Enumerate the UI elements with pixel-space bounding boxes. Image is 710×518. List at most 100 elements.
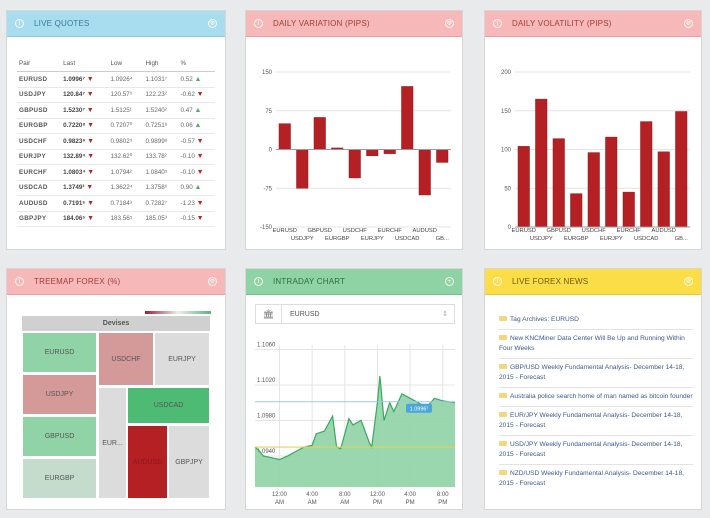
high-price: 122.23² [143,87,179,103]
bar-EURJPY[interactable] [605,136,618,228]
info-icon[interactable]: i [254,19,263,28]
treemap-cell[interactable]: USDCAD [127,387,210,424]
quote-row[interactable]: AUDUSD 0.7191⁶ ▼ 0.7184³ 0.7282⁷ -1.23 ▼ [17,195,215,212]
last-price: 1.0803⁴ ▼ [61,164,109,181]
column-header[interactable]: High [143,57,179,72]
high-price: 0.7282⁷ [143,195,179,212]
bar-EURUSD[interactable] [517,146,530,228]
x-tick-label: EURUSD [273,228,297,234]
info-icon[interactable]: i [15,277,24,286]
quote-row[interactable]: GBPUSD 1.5230⁷ ▼ 1.5125¹ 1.5240² 0.47 ▲ [17,102,215,119]
bar-EURJPY[interactable] [366,149,379,156]
last-value: 132.89⁴ [63,153,86,161]
news-item[interactable]: Tag Archives: EURUSD [499,311,693,330]
x-tick-label: EURJPY [361,236,384,242]
quote-row[interactable]: USDCAD 1.3749³ ▼ 1.3622⁴ 1.3758⁶ 0.90 ▲ [17,180,215,196]
bar-EURCHF[interactable] [622,191,635,228]
bar-EURCHF[interactable] [383,149,396,154]
live-quotes-panel: i LIVE QUOTES ⚙ Pair Last Low High% EURUSD 1.0… [6,10,226,250]
news-link[interactable]: Australia police search home of man name… [510,393,693,400]
quote-row[interactable]: EURJPY 132.89⁴ ▼ 132.62⁰ 133.78² -0.10 ▼ [17,149,215,165]
column-header[interactable]: Low [108,57,144,72]
column-header[interactable]: Pair [17,57,62,72]
bar-USDCAD[interactable] [640,121,653,228]
panel-title: TREEMAP FOREX (%) [34,277,121,286]
bar-GBPUSD[interactable] [313,117,326,150]
folder-icon [499,364,507,369]
news-link[interactable]: Tag Archives: EURUSD [510,316,579,323]
panel-title: LIVE QUOTES [34,19,90,28]
quote-row[interactable]: EURGBP 0.7220⁸ ▼ 0.7207⁰ 0.7251⁸ 0.06 ▲ [17,118,215,134]
settings-icon[interactable]: ⚙ [208,277,217,286]
info-icon[interactable]: i [254,277,263,286]
symbol-select[interactable]: 🏛 EURUSD ⇕ [255,304,455,324]
news-item[interactable]: Australia police search home of man name… [499,388,693,407]
info-icon[interactable]: i [15,19,24,28]
arrow-down-icon: ▼ [196,215,204,223]
treemap-cell[interactable]: EUR... [98,387,127,499]
pair: EURCHF [17,164,62,181]
pair: EURJPY [17,149,62,165]
quote-row[interactable]: EURUSD 1.0996⁷ ▼ 1.0926⁴ 1.1031⁷ 0.52 ▲ [17,71,215,88]
settings-icon[interactable]: ⚙ [445,19,454,28]
x-tick-label: AM [308,500,317,506]
settings-icon[interactable]: ⚙ [684,19,693,28]
bar-USDCHF[interactable] [587,152,600,228]
bar-GB...[interactable] [436,149,449,163]
treemap-cell[interactable]: USDCHF [98,332,154,386]
bar-AUDUSD[interactable] [657,151,670,228]
pair: EURGBP [17,118,62,134]
column-header[interactable]: Last [61,57,109,72]
bar-AUDUSD[interactable] [418,149,431,196]
quote-row[interactable]: USDJPY 120.84⁷ ▼ 120.57⁹ 122.23² -0.62 ▼ [17,87,215,103]
info-icon[interactable]: i [493,19,502,28]
high-price: 0.7251⁸ [143,118,179,134]
quote-row[interactable]: EURCHF 1.0803⁴ ▼ 1.0794² 1.0840⁵ -0.10 ▼ [17,164,215,181]
bar-USDJPY[interactable] [535,98,548,228]
bar-EURUSD[interactable] [278,123,291,150]
column-header[interactable]: % [178,57,215,72]
bar-GBPUSD[interactable] [552,138,565,228]
info-icon[interactable]: i [493,277,502,286]
news-link[interactable]: EUR/JPY Weekly Fundamental Analysis- Dec… [499,412,683,429]
news-list: Tag Archives: EURUSD New KNCMiner Data Ce… [485,295,701,493]
news-item[interactable]: GBP/USD Weekly Fundamental Analysis- Dec… [499,359,693,388]
bar-USDCAD[interactable] [401,86,414,150]
add-icon[interactable]: + [445,277,454,286]
arrow-up-icon: ▲ [194,184,202,192]
bar-USDCHF[interactable] [348,149,361,179]
news-link[interactable]: USD/JPY Weekly Fundamental Analysis- Dec… [499,441,683,458]
x-tick-label: USDCAD [395,236,419,242]
settings-icon[interactable]: ⚙ [684,277,693,286]
x-tick-label: 12:00 [370,492,386,498]
low-price: 0.7207⁰ [108,118,144,134]
arrow-down-icon: ▼ [196,199,204,207]
treemap-cell[interactable]: EURUSD [22,332,97,373]
news-item[interactable]: NZD/USD Weekly Fundamental Analysis- Dec… [499,465,693,493]
treemap-cell[interactable]: EURGBP [22,458,97,499]
settings-icon[interactable]: ⚙ [208,19,217,28]
news-item[interactable]: USD/JPY Weekly Fundamental Analysis- Dec… [499,436,693,465]
quote-row[interactable]: GBPJPY 184.06⁵ ▼ 183.56⁵ 185.05³ -0.15 ▼ [17,211,215,227]
bar-EURGBP[interactable] [570,193,583,228]
news-link[interactable]: NZD/USD Weekly Fundamental Analysis- Dec… [499,470,684,487]
y-tick-label: 1.0980 [257,413,276,419]
treemap-cell[interactable]: GBPJPY [168,425,210,499]
treemap-cell[interactable]: AUDUSD [127,425,168,499]
panel-title: LIVE FOREX NEWS [512,277,589,286]
bar-USDJPY[interactable] [296,149,309,189]
treemap-cell[interactable]: EURJPY [154,332,210,386]
news-link[interactable]: GBP/USD Weekly Fundamental Analysis- Dec… [499,364,685,381]
quote-row[interactable]: USDCHF 0.9823⁹ ▼ 0.9802⁹ 0.9899⁸ -0.57 ▼ [17,133,215,150]
last-price: 1.3749³ ▼ [61,180,109,196]
low-price: 132.62⁰ [108,149,144,165]
percent-change: -1.23 ▼ [178,195,215,212]
treemap-cell[interactable]: GBPUSD [22,416,97,457]
bar-GB...[interactable] [675,111,688,228]
news-item[interactable]: EUR/JPY Weekly Fundamental Analysis- Dec… [499,407,693,436]
x-tick-label: EURGBP [325,236,350,242]
percent-change: 0.47 ▲ [178,102,215,119]
treemap-cell[interactable]: USDJPY [22,374,97,415]
news-item[interactable]: New KNCMiner Data Center Will Be Up and … [499,330,693,359]
news-link[interactable]: New KNCMiner Data Center Will Be Up and … [499,335,685,352]
